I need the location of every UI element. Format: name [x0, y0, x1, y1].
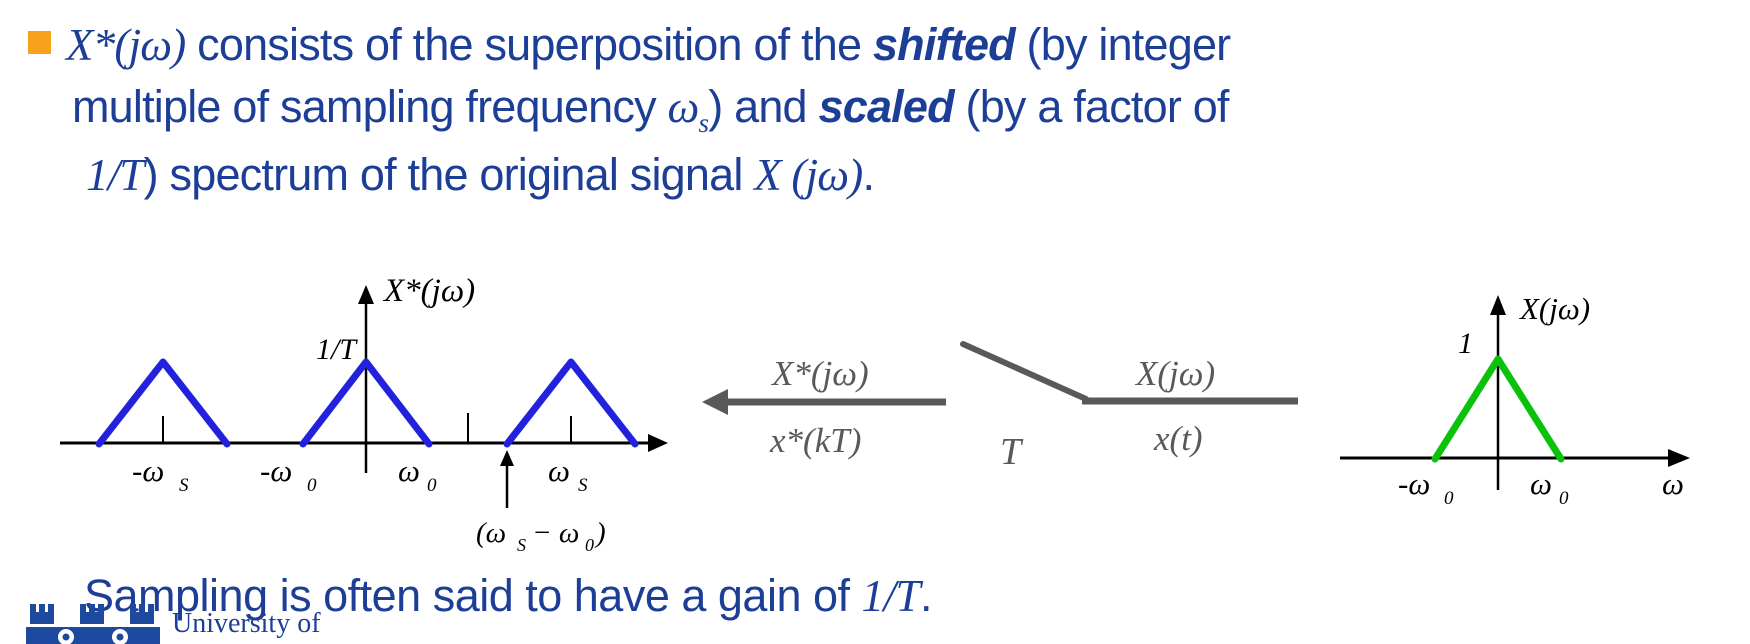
x-axis-arrowhead-icon	[1668, 449, 1690, 467]
paragraph-line-3: 1/T) spectrum of the original signal X (…	[86, 149, 875, 201]
math-omega-s: ωs	[667, 82, 709, 137]
label-neg-w0-sub: 0	[307, 475, 317, 496]
right-peak-label: 1	[1458, 327, 1473, 360]
sampler-input-time-label: x(t)	[1153, 419, 1203, 458]
emphasis-scaled: scaled	[818, 81, 955, 132]
right-axis-label: X(jω)	[1518, 291, 1590, 326]
spectrum-triangle-original	[1431, 355, 1565, 463]
university-logo-text: University of	[172, 608, 321, 639]
label-neg-ws-sub: S	[179, 475, 189, 496]
annotation-sub1: S	[517, 535, 526, 555]
label-neg-w0-sub: 0	[1444, 488, 1454, 509]
math-x-jw: X (jω)	[754, 150, 863, 200]
math-xstar: X*(jω)	[66, 20, 186, 70]
y-axis-arrowhead-icon	[1490, 295, 1506, 315]
label-neg-w0: -ω	[260, 453, 292, 488]
y-axis-arrowhead-icon	[358, 285, 374, 304]
x-axis-arrowhead-icon	[648, 434, 668, 452]
label-w0-sub: 0	[427, 475, 437, 496]
label-ws-sub: S	[578, 475, 588, 496]
emphasis-shifted: shifted	[872, 19, 1016, 70]
label-w0-sub: 0	[1559, 488, 1569, 509]
paragraph-line-2: multiple of sampling frequency ωs) and s…	[72, 81, 1230, 137]
paragraph-line-1: X*(jω) consists of the superposition of …	[66, 19, 1232, 71]
sampler-period-label: T	[1000, 431, 1024, 473]
label-w0: ω	[1530, 466, 1552, 501]
text-run: ) spectrum of the original signal	[143, 149, 755, 200]
bullet-square-icon	[28, 31, 51, 54]
spectrum-triangle-neg-ws	[95, 358, 231, 448]
castle-icon	[26, 604, 160, 644]
text-run: .	[920, 570, 933, 621]
footer-sentence: Sampling is often said to have a gain of…	[84, 570, 933, 622]
annotation-sub2: 0	[585, 535, 594, 555]
sampler-output-time-label: x*(kT)	[769, 421, 861, 460]
text-run: ) and	[708, 81, 819, 132]
text-run: multiple of sampling frequency	[72, 81, 668, 132]
text-run: consists of the superposition of the	[185, 19, 873, 70]
sampler-switch: X*(jω) x*(kT) X(jω) x(t) T	[702, 341, 1298, 473]
left-peak-label: 1/T	[316, 333, 358, 366]
output-arrowhead-icon	[702, 389, 728, 415]
text-run: (by integer	[1014, 19, 1232, 70]
label-neg-ws: -ω	[132, 453, 164, 488]
annotation-open: (ω	[476, 517, 506, 549]
sampler-input-freq-label: X(jω)	[1134, 354, 1215, 393]
sampled-spectrum-plot: X*(jω) 1/T -ω S -ω 0 ω 0 ω S (ω S − ω 0 …	[60, 273, 668, 555]
annotation-close: )	[594, 517, 606, 549]
sampler-output-freq-label: X*(jω)	[770, 354, 869, 393]
spectrum-triangle-pos-ws	[503, 358, 639, 448]
text-run: .	[862, 149, 875, 200]
annotation-arrowhead-icon	[500, 450, 514, 466]
text-run: (by a factor of	[953, 81, 1230, 132]
original-spectrum-plot: X(jω) 1 -ω 0 ω 0 ω	[1340, 291, 1690, 509]
label-omega: ω	[1662, 466, 1684, 501]
omega-base: ω	[667, 82, 700, 132]
omega-sub: s	[698, 108, 709, 138]
switch-arm	[960, 341, 1089, 402]
text-run: Sampling is often said to have a gain of	[84, 570, 862, 621]
annotation-mid: − ω	[532, 517, 579, 549]
left-axis-label: X*(jω)	[382, 273, 475, 309]
spectrum-triangle-baseband	[299, 358, 433, 448]
university-logo: University of	[26, 604, 321, 644]
math-one-over-t: 1/T	[86, 150, 144, 200]
label-neg-w0: -ω	[1398, 466, 1430, 501]
label-ws: ω	[548, 453, 570, 488]
math-one-over-t: 1/T	[861, 571, 921, 621]
label-w0: ω	[398, 453, 420, 488]
